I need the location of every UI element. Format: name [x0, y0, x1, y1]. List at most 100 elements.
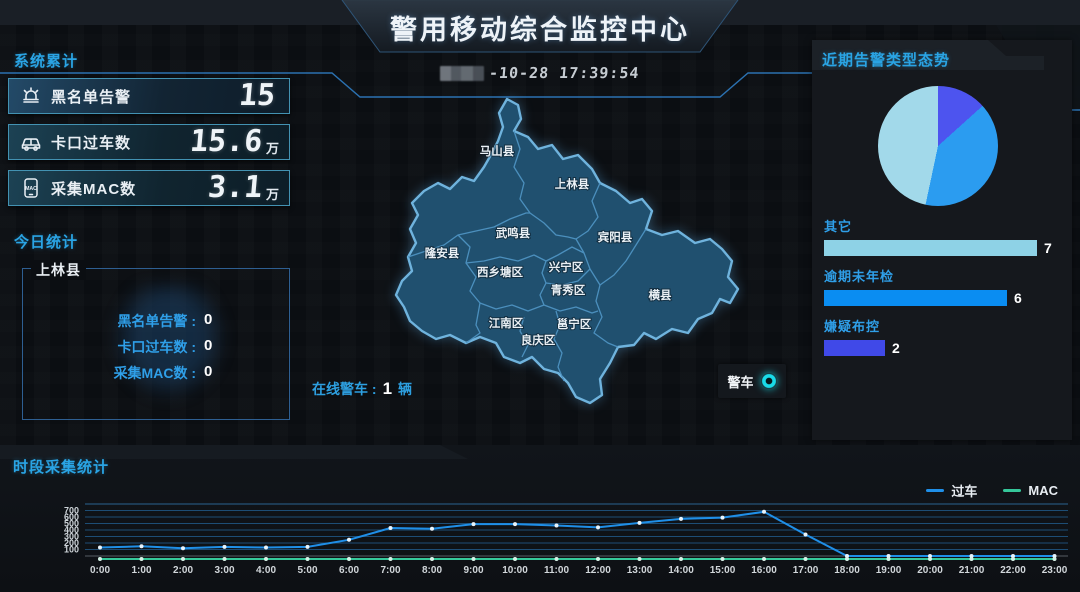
bar-group: 其它 7 [824, 216, 1064, 256]
stat-value: 15 [237, 78, 277, 113]
x-tick-label: 12:00 [585, 565, 611, 576]
data-point [637, 557, 642, 561]
data-point [679, 557, 683, 561]
legend-label: MAC [1028, 483, 1058, 498]
stat-unit: 万 [265, 186, 279, 202]
district-label-longan[interactable]: 隆安县 [424, 245, 461, 261]
siren-icon [19, 84, 43, 108]
x-tick-label: 16:00 [751, 565, 777, 576]
district-label-yongning[interactable]: 邕宁区 [556, 316, 593, 332]
district-borders [407, 130, 647, 382]
data-point [762, 509, 766, 514]
bar-value: 6 [1014, 290, 1022, 306]
data-point [886, 554, 891, 558]
car-icon [19, 130, 43, 154]
bar-value: 7 [1044, 240, 1052, 256]
x-tick-label: 7:00 [380, 565, 400, 576]
today-row-value: 0 [204, 337, 213, 354]
data-point [554, 557, 559, 561]
timestamp: -10-28 17:39:54 [0, 64, 1080, 82]
timestamp-text: -10-28 17:39:54 [488, 64, 641, 82]
today-stats-title: 今日统计 [14, 234, 79, 251]
data-point [928, 554, 932, 558]
bar-group: 逾期未年检 6 [824, 266, 1064, 306]
data-point [181, 546, 185, 551]
x-tick-label: 22:00 [1000, 565, 1026, 576]
phone-mac-icon: MAC [19, 176, 43, 200]
data-point [430, 526, 434, 531]
system-totals-title: 系统累计 [14, 53, 79, 70]
police-car-ring-icon [760, 373, 777, 389]
y-tick-label: 400 [64, 525, 79, 535]
district-label-hengxian[interactable]: 横县 [648, 287, 673, 303]
online-vehicles-unit: 辆 [398, 381, 413, 397]
legend-swatch [926, 489, 945, 492]
alert-type-pie-chart [878, 86, 998, 206]
district-label-shanglin[interactable]: 上林县 [554, 176, 591, 192]
y-tick-label: 500 [64, 519, 79, 529]
today-row-label: 黑名单告警 : [117, 313, 196, 329]
x-tick-label: 9:00 [463, 565, 483, 576]
region-map[interactable]: 马山县 上林县 武鸣县 宾阳县 隆安县 西乡塘区 兴宁区 青秀区 横县 江南区 … [300, 85, 800, 415]
x-tick-label: 1:00 [131, 565, 151, 576]
data-point [388, 526, 393, 530]
legend-item-mac[interactable]: MAC [1003, 483, 1058, 498]
bar [824, 340, 885, 356]
x-tick-label: 23:00 [1042, 565, 1068, 576]
map-outline[interactable] [394, 97, 740, 405]
time-collection-title: 时段采集统计 [13, 459, 110, 476]
data-point [305, 557, 310, 561]
data-point [886, 557, 891, 561]
x-tick-label: 15:00 [710, 565, 736, 576]
data-point [430, 557, 434, 561]
stat-box-mac: MAC 采集MAC数 3.1 万 [8, 170, 290, 206]
district-label-liangqing[interactable]: 良庆区 [520, 332, 557, 348]
redacted-year [440, 65, 485, 81]
y-tick-label: 700 [64, 506, 79, 516]
district-label-binyang[interactable]: 宾阳县 [597, 229, 634, 245]
x-tick-label: 4:00 [256, 565, 276, 576]
data-point [596, 525, 600, 530]
alert-type-panel: 近期告警类型态势 其它 7 逾期未年检 6 嫌疑布控 2 [812, 40, 1072, 440]
data-point [554, 523, 559, 528]
today-region-label: 上林县 [31, 260, 86, 280]
x-tick-label: 20:00 [917, 565, 943, 576]
district-label-qingxiu[interactable]: 青秀区 [550, 282, 587, 298]
data-point [471, 522, 476, 527]
alert-type-title: 近期告警类型态势 [822, 52, 951, 69]
y-tick-label: 100 [64, 545, 79, 555]
stat-label: 采集MAC数 [51, 180, 137, 198]
online-vehicles-value: 1 [382, 379, 393, 398]
data-point [679, 516, 683, 521]
x-tick-label: 19:00 [876, 565, 902, 576]
district-label-xingning[interactable]: 兴宁区 [548, 259, 585, 275]
bar [824, 240, 1037, 256]
police-car-legend[interactable]: 警车 [718, 364, 786, 398]
district-label-wuming[interactable]: 武鸣县 [495, 225, 532, 241]
data-point [264, 545, 268, 550]
x-tick-label: 0:00 [90, 565, 110, 576]
legend-item-vehicles[interactable]: 过车 [926, 481, 977, 500]
district-label-mashan[interactable]: 马山县 [479, 143, 516, 159]
x-tick-label: 11:00 [544, 565, 569, 576]
data-point [98, 557, 102, 561]
x-tick-label: 2:00 [173, 565, 193, 576]
data-point [845, 557, 849, 561]
x-tick-label: 10:00 [502, 565, 528, 576]
time-collection-panel: 时段采集统计 过车 MAC 100 200 300 400 500 600 700 0:00 1… [0, 445, 1080, 592]
legend-swatch [1003, 489, 1022, 492]
online-vehicles-status: 在线警车 : 1 辆 [312, 379, 412, 399]
x-tick-label: 6:00 [339, 565, 359, 576]
today-row-label: 卡口过车数 : [117, 339, 196, 355]
bar-label: 逾期未年检 [824, 269, 895, 284]
data-point [1011, 557, 1015, 561]
district-label-xixiangtang[interactable]: 西乡塘区 [476, 264, 524, 280]
district-label-jiangnan[interactable]: 江南区 [488, 315, 525, 331]
data-point [1011, 554, 1015, 558]
stat-label: 卡口过车数 [51, 134, 132, 152]
x-tick-label: 13:00 [627, 565, 653, 576]
y-tick-label: 200 [64, 538, 79, 548]
data-point [845, 554, 849, 558]
data-point [803, 557, 808, 561]
data-point [222, 557, 227, 561]
